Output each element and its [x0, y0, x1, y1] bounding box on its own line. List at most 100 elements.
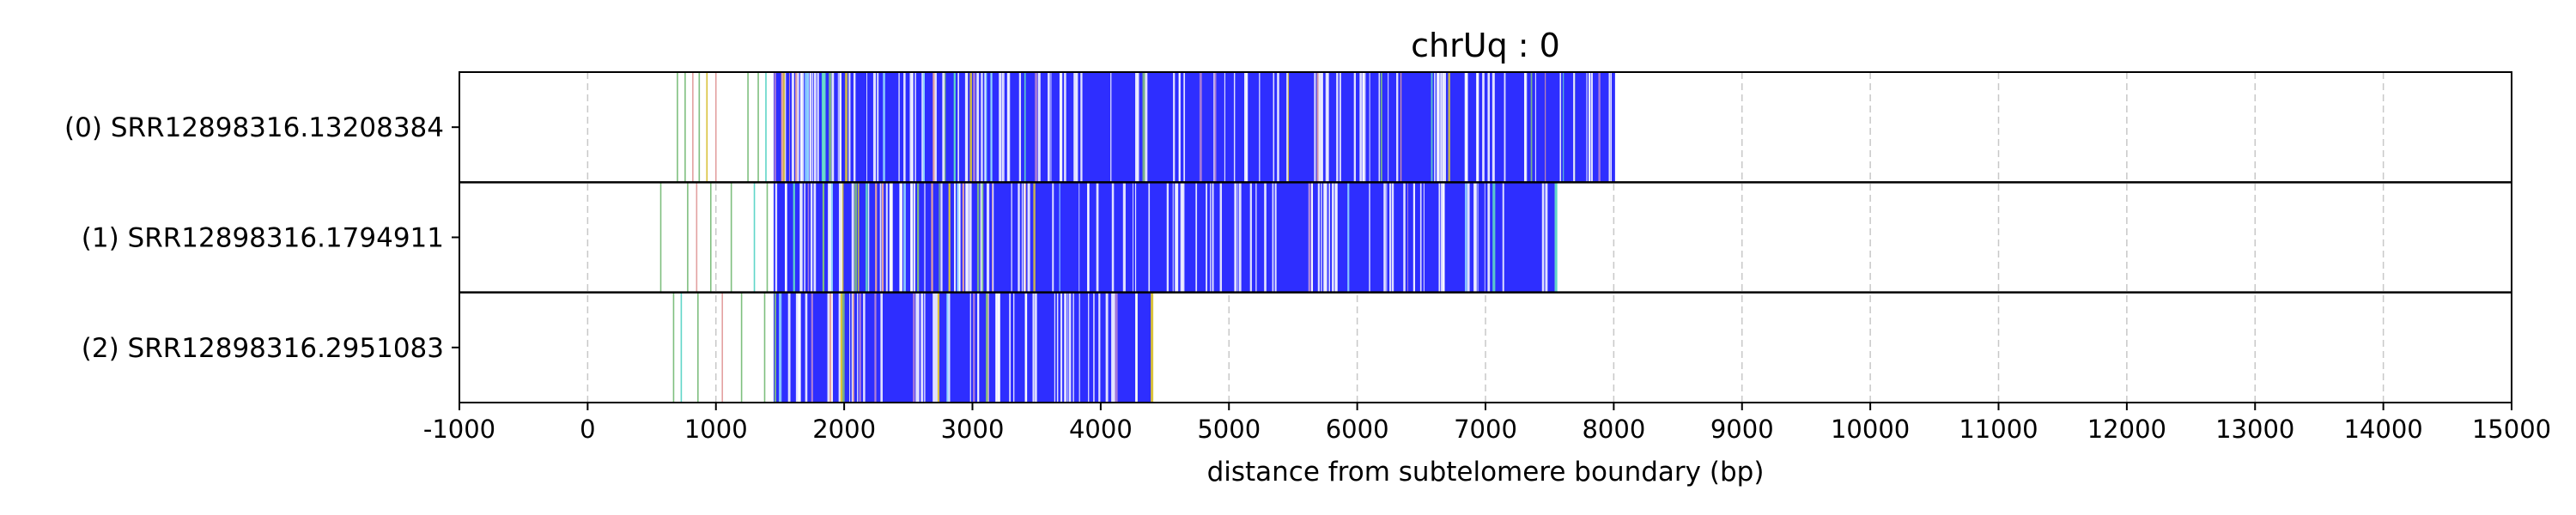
- accent-stripe: [931, 182, 933, 293]
- texture-stripe: [1359, 72, 1362, 183]
- texture-stripe: [921, 72, 925, 183]
- texture-stripe: [1465, 72, 1468, 183]
- texture-stripe: [1013, 292, 1015, 403]
- texture-stripe: [984, 72, 986, 183]
- texture-stripe: [805, 292, 808, 403]
- texture-stripe: [829, 182, 832, 293]
- texture-stripe: [1434, 72, 1436, 183]
- texture-stripe: [1286, 72, 1289, 183]
- texture-stripe: [954, 182, 956, 293]
- texture-stripe: [774, 292, 777, 403]
- texture-stripe: [1064, 292, 1067, 403]
- texture-stripe: [1487, 72, 1491, 183]
- texture-stripe: [1334, 182, 1337, 293]
- texture-stripe: [829, 72, 832, 183]
- texture-stripe: [1059, 72, 1062, 183]
- texture-stripe: [1443, 182, 1445, 293]
- texture-stripe: [1590, 72, 1593, 183]
- texture-stripe: [924, 182, 926, 293]
- texture-stripe: [1224, 72, 1225, 183]
- texture-stripe: [1213, 72, 1215, 183]
- texture-stripe: [1024, 182, 1027, 293]
- texture-stripe: [1423, 182, 1425, 293]
- texture-stripe: [1023, 182, 1026, 293]
- texture-stripe: [1380, 72, 1382, 183]
- texture-stripe: [1148, 182, 1151, 293]
- texture-stripe: [1364, 72, 1366, 183]
- texture-stripe: [1135, 72, 1138, 183]
- read-tracks: [659, 72, 1615, 403]
- texture-stripe: [1111, 182, 1115, 293]
- texture-stripe: [1586, 72, 1588, 183]
- texture-stripe: [933, 292, 936, 403]
- texture-stripe: [1336, 72, 1339, 183]
- texture-stripe: [1323, 182, 1326, 293]
- texture-stripe: [1180, 182, 1183, 293]
- texture-stripe: [1321, 72, 1323, 183]
- texture-stripe: [1272, 182, 1274, 293]
- texture-stripe: [1347, 182, 1350, 293]
- texture-stripe: [1598, 72, 1601, 183]
- texture-stripe: [1210, 182, 1212, 293]
- texture-stripe: [1183, 72, 1186, 183]
- x-tick-label: 11000: [1959, 415, 2038, 444]
- texture-stripe: [799, 292, 801, 403]
- texture-stripe: [1178, 72, 1181, 183]
- texture-stripe: [965, 182, 968, 293]
- x-tick-label: 13000: [2215, 415, 2294, 444]
- texture-stripe: [848, 72, 851, 183]
- texture-stripe: [981, 182, 983, 293]
- texture-stripe: [1487, 182, 1491, 293]
- texture-stripe: [1021, 182, 1024, 293]
- x-tick-label: 4000: [1069, 415, 1133, 444]
- texture-stripe: [1175, 182, 1178, 293]
- texture-stripe: [1093, 292, 1095, 403]
- row-label: (1) SRR12898316.1794911: [82, 223, 444, 254]
- texture-stripe: [1573, 72, 1576, 183]
- texture-stripe: [903, 72, 906, 183]
- texture-stripe: [1056, 292, 1059, 403]
- x-tick-label: 5000: [1197, 415, 1261, 444]
- texture-stripe: [800, 182, 803, 293]
- x-tick-label: 1000: [684, 415, 748, 444]
- texture-stripe: [969, 292, 971, 403]
- texture-stripe: [1610, 72, 1613, 183]
- accent-stripe: [937, 292, 940, 403]
- texture-stripe: [853, 72, 856, 183]
- texture-stripe: [811, 72, 814, 183]
- texture-stripe: [1096, 182, 1099, 293]
- texture-stripe: [1067, 292, 1069, 403]
- texture-stripe: [1072, 292, 1074, 403]
- texture-stripe: [801, 72, 805, 183]
- texture-stripe: [883, 72, 885, 183]
- texture-stripe: [1001, 72, 1004, 183]
- texture-stripe: [851, 182, 854, 293]
- texture-stripe: [823, 72, 824, 183]
- texture-stripe: [877, 72, 879, 183]
- x-tick-label: 12000: [2087, 415, 2166, 444]
- texture-stripe: [1111, 292, 1115, 403]
- texture-stripe: [1115, 292, 1118, 403]
- texture-stripe: [1024, 292, 1028, 403]
- texture-stripe: [1105, 292, 1109, 403]
- texture-stripe: [1492, 72, 1495, 183]
- texture-stripe: [839, 182, 842, 293]
- texture-stripe: [995, 292, 999, 403]
- texture-stripe: [1134, 182, 1137, 293]
- accent-stripe: [774, 72, 776, 183]
- texture-stripe: [795, 292, 799, 403]
- accent-stripe: [840, 292, 843, 403]
- x-tick-label: 10000: [1831, 415, 1910, 444]
- texture-stripe: [1311, 182, 1313, 293]
- texture-stripe: [1088, 292, 1090, 403]
- texture-stripe: [984, 72, 987, 183]
- x-tick-label: 2000: [812, 415, 876, 444]
- x-tick-label: -1000: [423, 415, 495, 444]
- x-tick-label: 3000: [941, 415, 1005, 444]
- texture-stripe: [775, 182, 778, 293]
- texture-stripe: [1032, 292, 1035, 403]
- texture-stripe: [1078, 182, 1080, 293]
- texture-stripe: [1396, 72, 1399, 183]
- texture-stripe: [809, 72, 812, 183]
- texture-stripe: [1419, 182, 1422, 293]
